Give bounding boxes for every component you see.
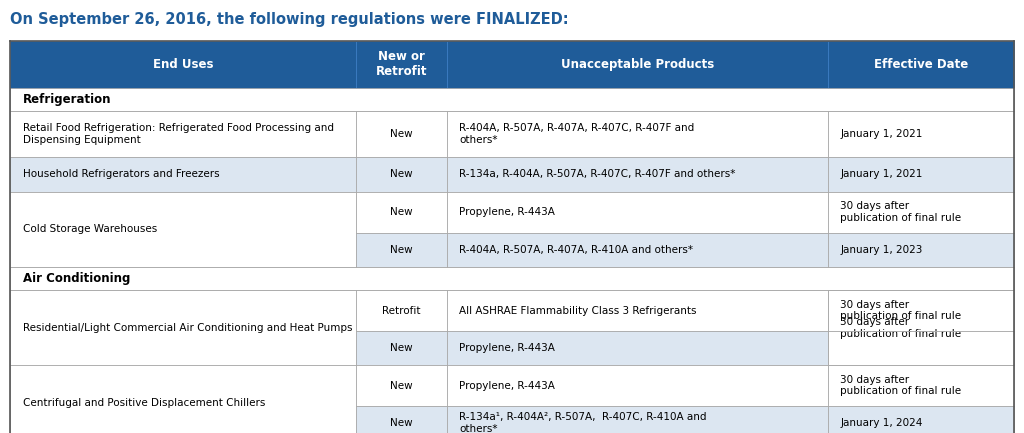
Bar	[828, 192, 1014, 233]
Bar	[10, 111, 356, 157]
Text: Effective Date: Effective Date	[873, 58, 968, 71]
Text: Residential/Light Commercial Air Conditioning and Heat Pumps: Residential/Light Commercial Air Conditi…	[23, 323, 352, 333]
Text: Centrifugal and Positive Displacement Chillers: Centrifugal and Positive Displacement Ch…	[23, 398, 265, 408]
Text: 30 days after
publication of final rule: 30 days after publication of final rule	[841, 317, 962, 339]
Bar	[446, 365, 828, 406]
Bar	[356, 331, 446, 365]
Text: January 1, 2024: January 1, 2024	[841, 418, 923, 428]
Text: New: New	[390, 418, 413, 428]
Text: R-404A, R-507A, R-407A, R-407C, R-407F and
others*: R-404A, R-507A, R-407A, R-407C, R-407F a…	[459, 123, 694, 145]
Text: On September 26, 2016, the following regulations were FINALIZED:: On September 26, 2016, the following reg…	[10, 12, 569, 27]
Bar	[10, 157, 356, 192]
Text: Unacceptable Products: Unacceptable Products	[561, 58, 714, 71]
Bar	[446, 111, 828, 157]
Text: R-404A, R-507A, R-407A, R-410A and others*: R-404A, R-507A, R-407A, R-410A and other…	[459, 245, 693, 255]
Bar	[446, 290, 828, 331]
Bar	[828, 290, 1014, 365]
Bar	[828, 331, 1014, 365]
Bar	[446, 331, 828, 365]
Bar	[356, 192, 446, 233]
Text: Air Conditioning: Air Conditioning	[23, 272, 130, 285]
Text: Retrofit: Retrofit	[382, 306, 421, 316]
Text: R-134a¹, R-404A², R-507A,  R-407C, R-410A and
others*: R-134a¹, R-404A², R-507A, R-407C, R-410A…	[459, 412, 707, 433]
Text: Cold Storage Warehouses: Cold Storage Warehouses	[23, 224, 157, 234]
Text: New: New	[390, 245, 413, 255]
Bar	[10, 365, 356, 433]
Text: New: New	[390, 129, 413, 139]
Bar	[10, 41, 356, 87]
Bar	[356, 111, 446, 157]
Bar	[356, 233, 446, 267]
Bar	[446, 233, 828, 267]
Bar	[356, 290, 446, 331]
Text: New: New	[390, 169, 413, 179]
Text: New: New	[390, 343, 413, 353]
Bar	[356, 406, 446, 433]
Bar	[356, 365, 446, 406]
Text: 30 days after
publication of final rule: 30 days after publication of final rule	[841, 375, 962, 397]
Bar	[828, 157, 1014, 192]
Bar	[10, 87, 1014, 111]
Text: 30 days after
publication of final rule: 30 days after publication of final rule	[841, 201, 962, 223]
Text: End Uses: End Uses	[154, 58, 214, 71]
Bar	[446, 157, 828, 192]
Bar	[828, 233, 1014, 267]
Bar	[10, 267, 1014, 290]
Bar	[10, 290, 356, 365]
Text: 30 days after
publication of final rule: 30 days after publication of final rule	[841, 300, 962, 321]
Bar	[828, 41, 1014, 87]
Text: January 1, 2023: January 1, 2023	[841, 245, 923, 255]
Bar	[828, 406, 1014, 433]
Bar	[828, 365, 1014, 406]
Text: Retail Food Refrigeration: Refrigerated Food Processing and
Dispensing Equipment: Retail Food Refrigeration: Refrigerated …	[23, 123, 334, 145]
Bar	[10, 192, 356, 267]
Bar	[446, 192, 828, 233]
Text: New: New	[390, 381, 413, 391]
Text: January 1, 2021: January 1, 2021	[841, 169, 923, 179]
Bar	[356, 157, 446, 192]
Text: New or
Retrofit: New or Retrofit	[376, 50, 427, 78]
Text: Propylene, R-443A: Propylene, R-443A	[459, 343, 555, 353]
Text: Propylene, R-443A: Propylene, R-443A	[459, 207, 555, 217]
Bar	[828, 290, 1014, 331]
Text: R-134a, R-404A, R-507A, R-407C, R-407F and others*: R-134a, R-404A, R-507A, R-407C, R-407F a…	[459, 169, 735, 179]
Text: Household Refrigerators and Freezers: Household Refrigerators and Freezers	[23, 169, 219, 179]
Bar	[446, 406, 828, 433]
Text: Propylene, R-443A: Propylene, R-443A	[459, 381, 555, 391]
Text: All ASHRAE Flammability Class 3 Refrigerants: All ASHRAE Flammability Class 3 Refriger…	[459, 306, 696, 316]
Text: Refrigeration: Refrigeration	[23, 93, 111, 106]
Bar	[356, 41, 446, 87]
Bar	[828, 111, 1014, 157]
Text: January 1, 2021: January 1, 2021	[841, 129, 923, 139]
Text: New: New	[390, 207, 413, 217]
Bar	[446, 41, 828, 87]
